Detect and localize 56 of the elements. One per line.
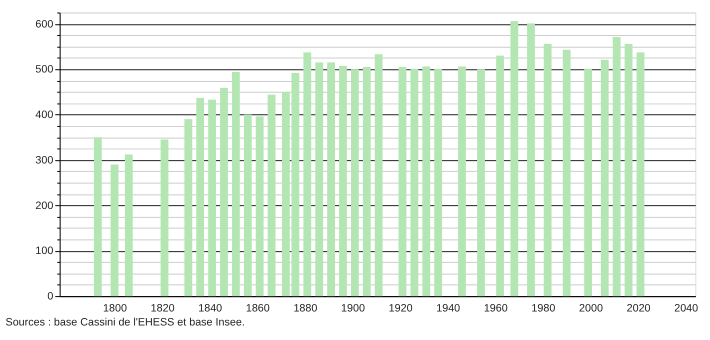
bar [612, 37, 621, 296]
bar [434, 68, 442, 296]
bar [544, 44, 552, 296]
bar [374, 54, 383, 296]
x-tick-label: 1860 [246, 302, 270, 314]
bar [256, 116, 264, 296]
bar [303, 52, 312, 296]
x-tick-label: 2020 [626, 302, 651, 314]
source-note: Sources : base Cassini de l'EHESS et base Insee. [6, 316, 245, 328]
y-tick-label: 600 [35, 18, 54, 30]
x-tick-label: 1940 [436, 302, 460, 314]
x-tick-label: 1820 [150, 302, 175, 314]
bar [94, 137, 102, 296]
bar [232, 72, 240, 296]
bar [110, 164, 118, 296]
bar [527, 23, 535, 296]
bar [458, 66, 466, 296]
bar [496, 56, 504, 296]
bar [315, 62, 324, 296]
bar [244, 114, 252, 296]
bar [510, 21, 518, 296]
x-tick-label: 1920 [388, 302, 413, 314]
x-tick-label: 2040 [674, 302, 698, 314]
bar [268, 94, 276, 296]
x-tick-label: 1840 [198, 302, 222, 314]
bar [636, 52, 644, 296]
y-tick-label: 200 [35, 200, 54, 212]
bar [410, 68, 418, 296]
bar [422, 66, 430, 296]
y-tick-label: 300 [35, 154, 54, 166]
x-tick-label: 1900 [341, 302, 365, 314]
bar [327, 62, 335, 296]
bar [477, 69, 485, 296]
y-tick-label: 100 [35, 245, 54, 258]
bar [124, 154, 133, 296]
bar [160, 140, 168, 296]
bar [220, 88, 228, 296]
bar [339, 66, 347, 296]
x-tick-label: 1980 [531, 302, 556, 314]
bar [584, 68, 592, 296]
bar [562, 50, 571, 296]
x-tick-label: 1880 [293, 302, 318, 314]
bar [184, 119, 192, 296]
y-tick-label: 400 [35, 109, 54, 122]
bar [624, 44, 632, 296]
x-tick-label: 2000 [579, 302, 603, 314]
bar [350, 69, 359, 296]
bar [398, 66, 406, 296]
x-tick-label: 1800 [103, 302, 127, 314]
x-tick-label: 1960 [484, 302, 508, 314]
bar [600, 60, 609, 296]
y-tick-label: 0 [47, 290, 54, 303]
bar [196, 98, 204, 296]
y-tick-label: 500 [35, 64, 54, 76]
bar [362, 66, 371, 296]
bar [208, 100, 216, 296]
